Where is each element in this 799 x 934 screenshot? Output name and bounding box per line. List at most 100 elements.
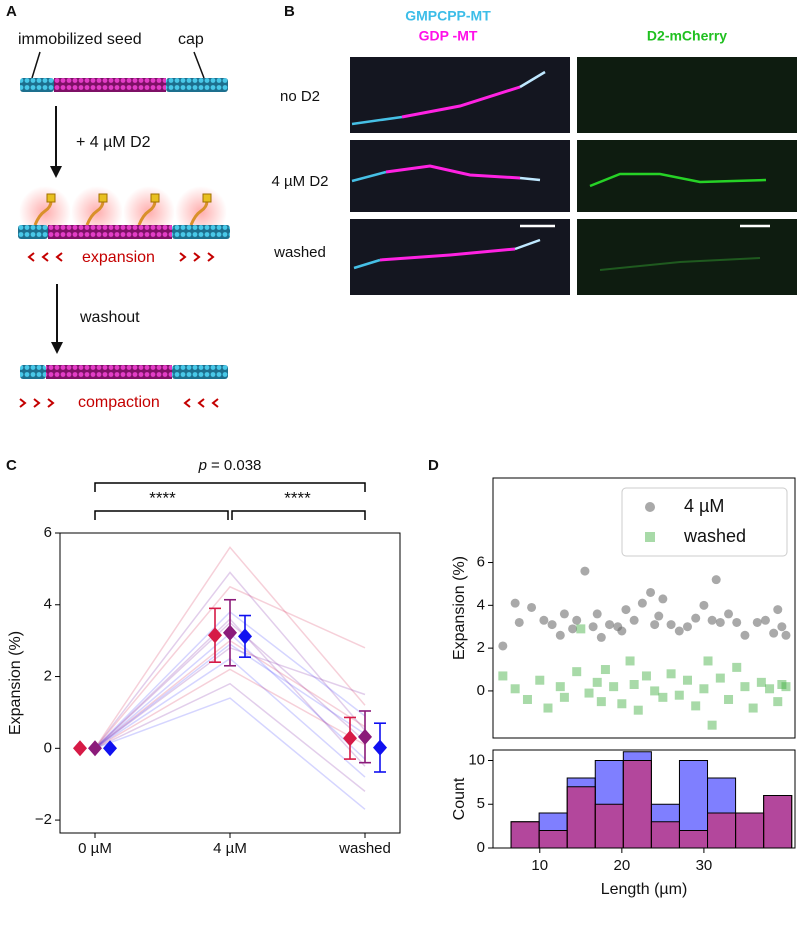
point — [559, 692, 569, 702]
channel-header: GDP -MT — [419, 28, 478, 44]
panel-label: B — [284, 3, 295, 20]
hist-bar — [735, 812, 765, 849]
micrographs — [350, 57, 797, 295]
point — [617, 626, 627, 636]
significance-label: **** — [284, 488, 311, 507]
trace-line — [94, 668, 366, 749]
point — [650, 686, 660, 696]
point — [522, 694, 532, 704]
legend-marker — [645, 532, 655, 542]
arrow-head — [51, 342, 63, 354]
mean-marker — [223, 624, 237, 641]
point — [752, 617, 762, 627]
legend-marker — [645, 502, 655, 512]
point — [715, 673, 725, 683]
panel-label: C — [6, 457, 17, 474]
point — [682, 675, 692, 685]
point — [658, 594, 668, 604]
hist-bar — [763, 795, 793, 849]
point — [699, 600, 709, 610]
point — [600, 665, 610, 675]
point — [588, 622, 598, 632]
step-label: + 4 µM D2 — [76, 134, 151, 151]
x-tick-label: 4 µM — [213, 840, 247, 857]
trace-line — [94, 546, 366, 749]
row-label: washed — [273, 244, 326, 261]
hist-bar — [510, 821, 540, 849]
point — [666, 669, 676, 679]
mean-marker — [373, 739, 387, 756]
point — [707, 615, 717, 625]
row-label: no D2 — [280, 88, 320, 105]
y-tick-label: 10 — [468, 751, 485, 768]
point — [543, 703, 553, 713]
point — [715, 617, 725, 627]
y-tick-label: −2 — [35, 811, 52, 828]
mean-marker — [343, 730, 357, 747]
point — [596, 697, 606, 707]
point — [584, 688, 594, 698]
significance-bracket — [231, 510, 366, 520]
hist-bar — [678, 830, 709, 849]
microtubule — [18, 225, 230, 239]
channel-header: GMPCPP-MT — [405, 8, 491, 24]
point — [621, 605, 631, 615]
significance-label: **** — [149, 488, 176, 507]
point — [658, 692, 668, 702]
y-axis-label: Expansion (%) — [7, 631, 24, 735]
point — [535, 675, 545, 685]
point — [498, 641, 508, 651]
y-tick-label: 4 — [477, 596, 485, 613]
point — [617, 699, 627, 709]
mean-marker — [358, 728, 372, 745]
point — [666, 620, 676, 630]
y-tick-label: 0 — [477, 682, 485, 699]
plot-frame — [492, 749, 796, 849]
significance-bracket — [94, 510, 229, 520]
point — [572, 667, 582, 677]
x-tick-label: 10 — [531, 857, 548, 874]
significance-bracket — [94, 482, 366, 492]
y-tick-label: 6 — [477, 553, 485, 570]
trace-line — [94, 697, 366, 810]
point — [514, 617, 524, 627]
point — [629, 615, 639, 625]
trace-line — [94, 585, 366, 749]
y-tick-label: 2 — [44, 668, 52, 685]
point — [777, 622, 787, 632]
point — [629, 680, 639, 690]
point — [732, 617, 742, 627]
point — [609, 682, 619, 692]
point — [740, 630, 750, 640]
y-tick-label: 4 — [44, 596, 52, 613]
point — [773, 697, 783, 707]
point — [760, 615, 770, 625]
point — [773, 605, 783, 615]
point — [596, 632, 606, 642]
pointer — [193, 51, 205, 79]
point — [641, 671, 651, 681]
point — [539, 615, 549, 625]
y-tick-label: 5 — [477, 795, 485, 812]
microtubule — [20, 365, 228, 379]
arrow-head — [50, 166, 62, 178]
point — [633, 705, 643, 715]
y-tick-label: 2 — [477, 639, 485, 656]
mean-marker — [88, 740, 102, 757]
legend-label: washed — [683, 526, 746, 546]
hist-bar — [707, 812, 737, 849]
point — [498, 671, 508, 681]
point — [740, 682, 750, 692]
point — [769, 628, 779, 638]
point — [781, 682, 791, 692]
panel-label: A — [6, 3, 17, 20]
point — [654, 611, 664, 621]
mean-marker — [73, 740, 87, 757]
point — [510, 598, 520, 608]
point — [674, 690, 684, 700]
panel-a: immobilized seed cap + 4 µM D2 — [18, 31, 230, 411]
p-value: = 0.038 — [211, 457, 261, 474]
point — [555, 682, 565, 692]
point — [510, 684, 520, 694]
